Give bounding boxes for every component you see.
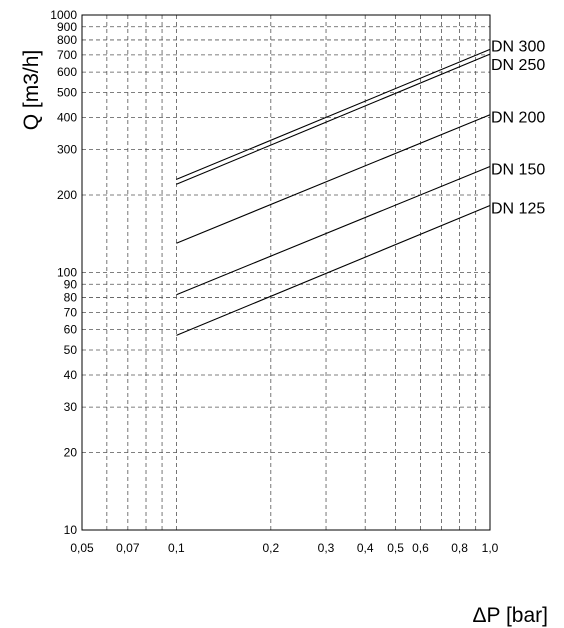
y-tick-label: 80: [64, 290, 78, 304]
y-tick-label: 200: [57, 188, 77, 202]
x-tick-label: 0,2: [262, 541, 279, 555]
series-line-dn-150: [176, 165, 491, 296]
series-lines: [176, 48, 491, 336]
x-tick-label: 0,5: [387, 541, 404, 555]
x-tick-label: 1,0: [482, 541, 499, 555]
series-line-dn-250: [176, 53, 491, 185]
y-tick-label: 30: [64, 400, 78, 414]
x-tick-labels: 0,05 0,07 0,1 0,2 0,3 0,4 0,5 0,6 0,8 1,0: [70, 541, 498, 555]
x-tick-label: 0,6: [412, 541, 429, 555]
y-tick-label: 10: [64, 523, 78, 537]
x-tick-label: 0,4: [357, 541, 374, 555]
series-label: DN 125: [491, 201, 545, 218]
y-tick-label: 40: [64, 368, 78, 382]
plot-frame: [81, 14, 491, 531]
y-tick-label: 400: [57, 110, 77, 124]
y-tick-label: 700: [57, 48, 77, 62]
y-tick-label: 100: [57, 266, 77, 280]
y-tick-label: 1000: [50, 8, 77, 22]
y-tick-label: 20: [64, 445, 78, 459]
series-label: DN 300: [491, 38, 545, 55]
y-tick-label: 900: [57, 20, 77, 34]
x-tick-label: 0,1: [168, 541, 185, 555]
y-tick-label: 800: [57, 33, 77, 47]
y-tick-label: 300: [57, 143, 77, 157]
series-line-dn-125: [176, 204, 491, 336]
grid-lines: [81, 14, 491, 531]
series-labels: DN 300 DN 250 DN 200 DN 150 DN 125: [491, 38, 545, 217]
y-tick-label: 60: [64, 323, 78, 337]
y-tick-label: 90: [64, 277, 78, 291]
y-tick-label: 50: [64, 343, 78, 357]
y-tick-label: 600: [57, 65, 77, 79]
y-axis-title: Q [m3/h]: [20, 50, 43, 131]
series-label: DN 150: [491, 162, 545, 179]
x-tick-label: 0,8: [451, 541, 468, 555]
x-tick-label: 0,3: [318, 541, 335, 555]
x-axis-title: ΔP [bar]: [472, 604, 548, 627]
y-tick-label: 70: [64, 305, 78, 319]
y-tick-label: 500: [57, 86, 77, 100]
series-label: DN 250: [491, 57, 545, 74]
x-tick-label: 0,07: [116, 541, 140, 555]
series-label: DN 200: [491, 110, 545, 127]
series-line-dn-200: [176, 114, 491, 244]
x-tick-label: 0,05: [70, 541, 94, 555]
series-line-dn-300: [176, 48, 491, 180]
